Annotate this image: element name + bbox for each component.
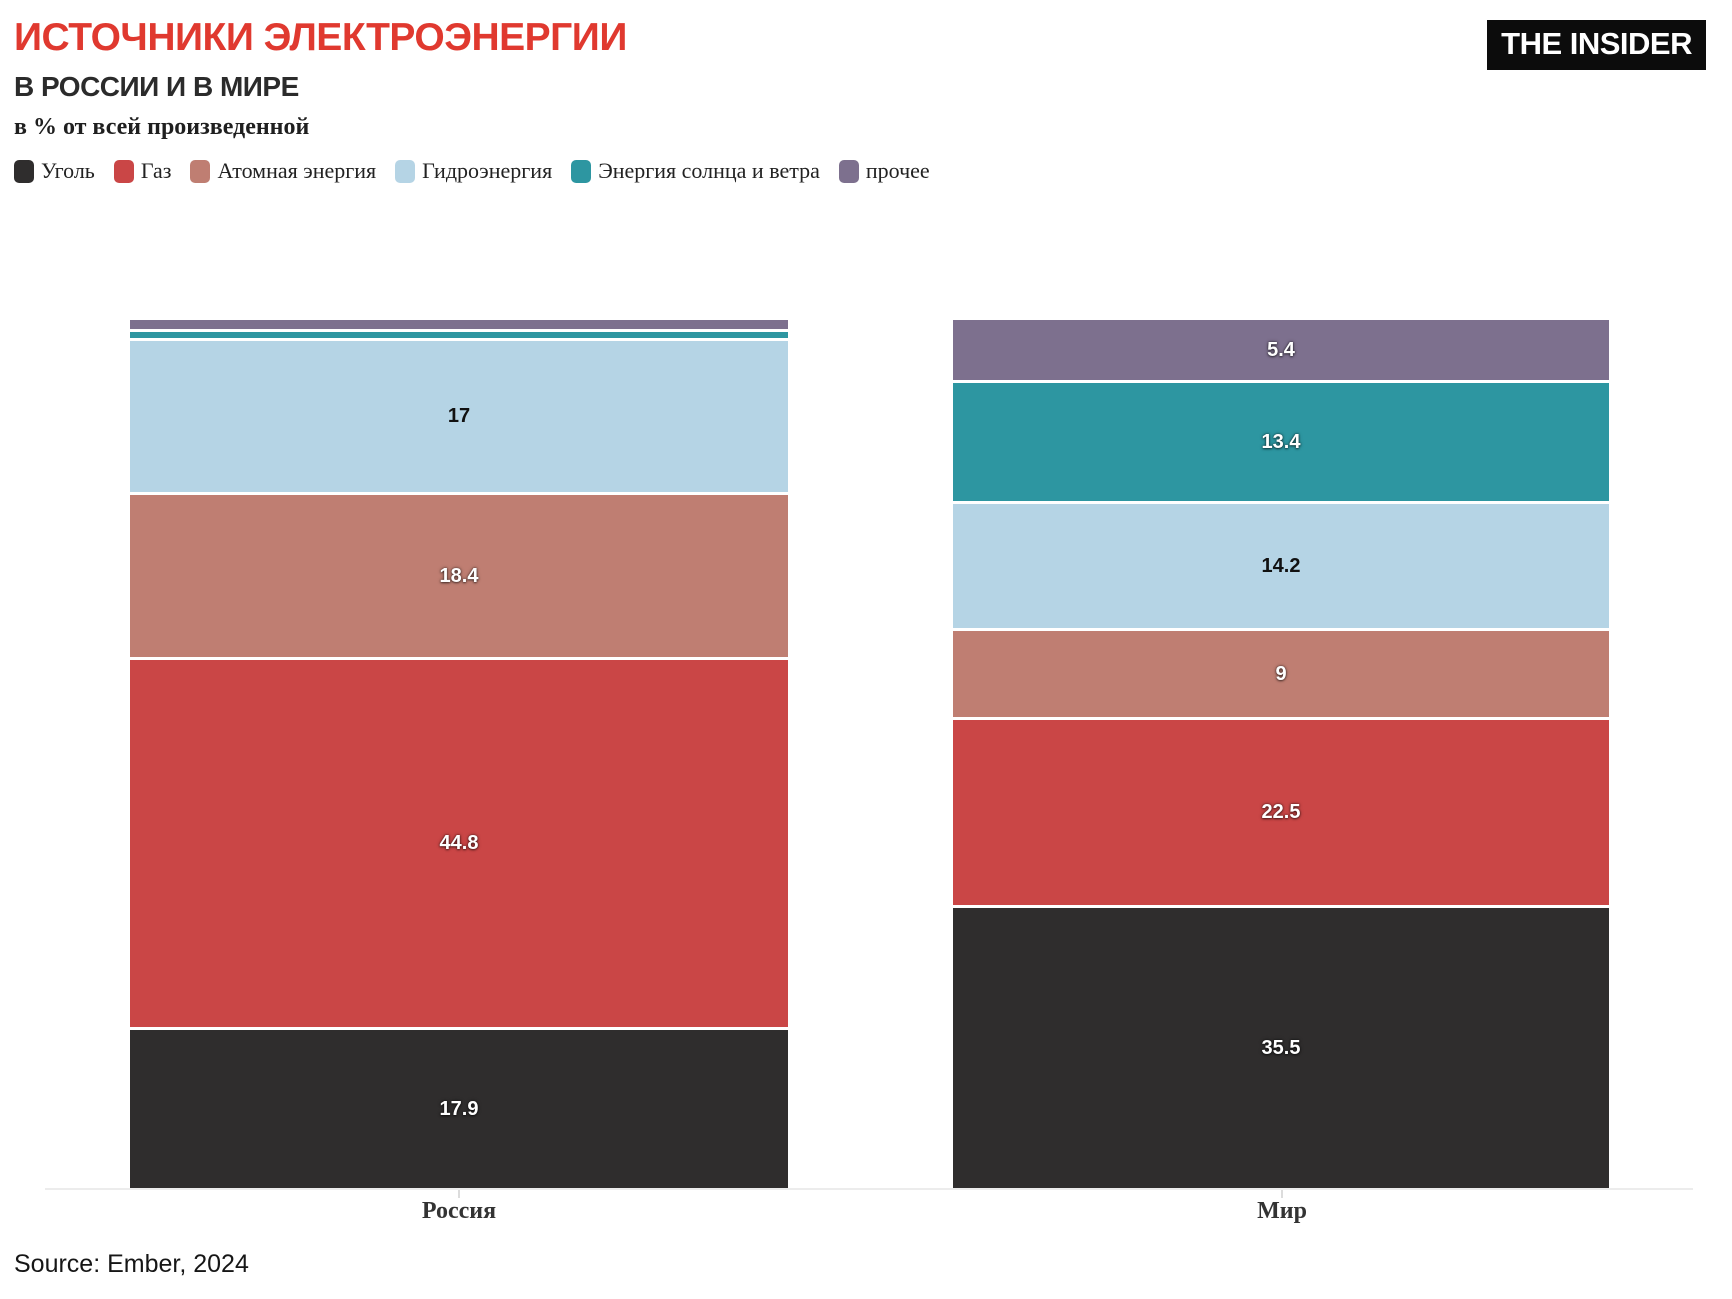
bar-russia: 17 18.4 44.8 17.9 (130, 320, 788, 1188)
axis-tick-russia (458, 1190, 460, 1198)
the-insider-logo: THE INSIDER (1487, 20, 1706, 70)
axis-tick-world (1281, 1190, 1283, 1198)
legend-label: Газ (140, 158, 172, 183)
value-label: 5.4 (1267, 338, 1295, 361)
segment-other (130, 320, 788, 330)
segment-solar_wind (130, 329, 788, 338)
solar_wind-swatch-icon (571, 159, 592, 183)
legend-label: прочее (865, 158, 930, 183)
legend-item-other: прочее (838, 158, 930, 184)
coal-swatch-icon (14, 159, 34, 183)
page-title: ИСТОЧНИКИ ЭЛЕКТРОЭНЕРГИИ (14, 16, 627, 59)
legend-label: Уголь (41, 158, 95, 183)
gas-swatch-icon (113, 159, 134, 183)
segment-gas: 22.5 (953, 716, 1609, 905)
page-subtitle: В РОССИИ И В МИРЕ (14, 71, 299, 102)
value-label: 17.9 (439, 1097, 479, 1120)
x-axis-line (45, 1188, 1693, 1190)
chart-legend: Уголь Газ Атомная энергия Гидроэнергия Энерг… (14, 158, 930, 184)
legend-item-solar_wind: Энергия солнца и ветра (571, 158, 820, 184)
segment-hydro: 14.2 (953, 500, 1609, 628)
value-label: 14.2 (1261, 554, 1301, 577)
legend-label: Атомная энергия (217, 158, 377, 183)
legend-item-coal: Уголь (14, 158, 95, 184)
segment-hydro: 17 (130, 337, 788, 493)
bar-world: 5.4 13.4 14.2 9 22.5 35.5 (953, 320, 1609, 1188)
value-label: 9 (1275, 662, 1287, 685)
segment-coal: 17.9 (130, 1026, 788, 1188)
hydro-swatch-icon (395, 159, 416, 183)
segment-nuclear: 18.4 (130, 492, 788, 658)
segment-gas: 44.8 (130, 657, 788, 1027)
legend-label: Гидроэнергия (422, 158, 553, 183)
nuclear-swatch-icon (190, 159, 211, 183)
segment-nuclear: 9 (953, 627, 1609, 717)
legend-label: Энергия солнца и ветра (598, 158, 820, 183)
source-note: Source: Ember, 2024 (14, 1250, 249, 1278)
segment-coal: 35.5 (953, 904, 1609, 1188)
segment-other: 5.4 (953, 320, 1609, 380)
value-label: 18.4 (439, 565, 479, 588)
category-label-russia: Россия (421, 1198, 497, 1224)
segment-solar_wind: 13.4 (953, 379, 1609, 501)
units-note: в % от всей произведенной (14, 114, 310, 140)
category-label-world: Мир (1257, 1198, 1307, 1224)
legend-item-hydro: Гидроэнергия (395, 158, 552, 184)
other-swatch-icon (838, 159, 859, 183)
value-label: 17 (447, 405, 471, 428)
value-label: 35.5 (1261, 1036, 1301, 1059)
legend-item-nuclear: Атомная энергия (190, 158, 376, 184)
value-label: 44.8 (439, 832, 479, 855)
legend-item-gas: Газ (113, 158, 172, 184)
value-label: 22.5 (1261, 801, 1301, 824)
value-label: 13.4 (1261, 430, 1301, 453)
